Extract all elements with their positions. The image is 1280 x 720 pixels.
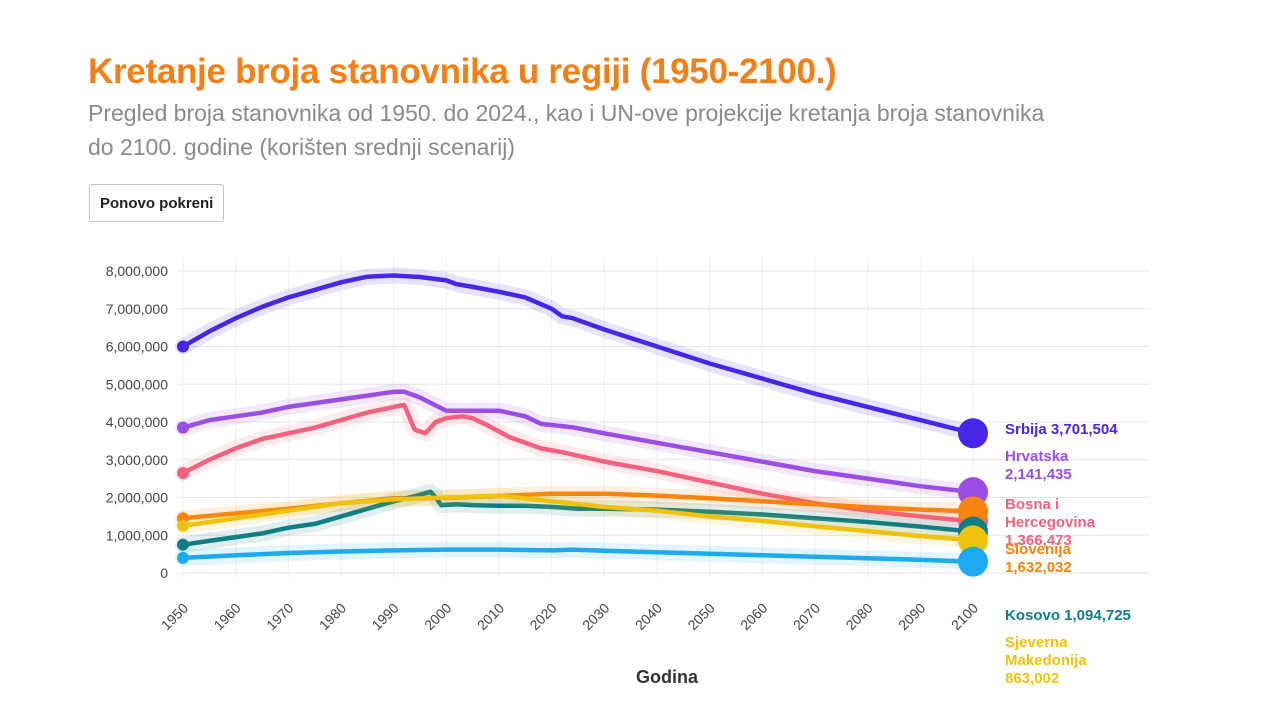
x-tick-label: 1970	[263, 600, 296, 633]
series-line	[180, 489, 976, 547]
series-label-line: 2,141,435	[1005, 466, 1072, 483]
x-tick-label: 2050	[684, 600, 717, 633]
x-axis-ticks: 1950 1960 1970 1980 1990 2000 2010 2020 2030 2040…	[158, 600, 981, 633]
x-tick-label: 2010	[474, 600, 507, 633]
x-axis-title: Godina	[636, 667, 699, 687]
series-label-line: Hercegovina	[1005, 514, 1096, 531]
series-lines	[175, 267, 981, 570]
y-tick-label: 6,000,000	[106, 339, 168, 355]
series-label-line: 1,366,473	[1005, 532, 1072, 549]
x-tick-label: 1960	[210, 600, 243, 633]
y-tick-label: 0	[160, 565, 168, 581]
series-label-line: 863,002	[1005, 670, 1059, 687]
series-end-labels: Srbija 3,701,504 Hrvatska 2,141,435 Bosna i…	[1005, 421, 1131, 687]
series-label-line: Srbija 3,701,504	[1005, 421, 1118, 438]
x-tick-label: 2070	[790, 600, 823, 633]
series-label-line: Bosna i	[1005, 496, 1059, 513]
series-start-point	[177, 538, 189, 551]
y-tick-label: 8,000,000	[106, 263, 168, 279]
chart-title: Kretanje broja stanovnika u regiji (1950…	[88, 52, 837, 91]
y-tick-label: 7,000,000	[106, 301, 168, 317]
x-tick-label: 2040	[632, 600, 665, 633]
series-label-line: Kosovo 1,094,725	[1005, 607, 1131, 624]
x-tick-label: 2030	[579, 600, 612, 633]
x-tick-label: 1990	[368, 600, 401, 633]
series-end-point[interactable]	[958, 546, 988, 577]
series-label-line: Makedonija	[1005, 652, 1087, 669]
series-start-point	[177, 519, 189, 532]
series-line	[180, 273, 976, 436]
x-tick-label: 2100	[948, 600, 981, 633]
series-end-label: Kosovo 1,094,725	[1005, 607, 1131, 624]
series-label-line: 1,632,032	[1005, 559, 1072, 576]
series-end-label: Sjeverna Makedonija 863,002	[1005, 634, 1087, 687]
x-tick-label: 1980	[316, 600, 349, 633]
y-tick-label: 4,000,000	[106, 414, 168, 430]
y-tick-label: 3,000,000	[106, 452, 168, 468]
chart-subtitle: Pregled broja stanovnika od 1950. do 202…	[88, 100, 1045, 160]
series-end-label: Bosna i Hercegovina 1,366,473	[1005, 496, 1096, 549]
series-end-point[interactable]	[958, 418, 988, 449]
series-label-line: Sjeverna	[1005, 634, 1068, 651]
series-line	[180, 402, 976, 524]
series-end-point[interactable]	[958, 525, 988, 556]
series-line	[180, 493, 976, 543]
x-tick-label: 2080	[842, 600, 875, 633]
series-start-point	[177, 551, 189, 564]
series-start-point	[177, 340, 189, 353]
series-line	[180, 547, 976, 564]
series-label-line: Hrvatska	[1005, 448, 1069, 465]
series-start-point	[177, 421, 189, 434]
y-tick-label: 5,000,000	[106, 376, 168, 392]
series-markers	[177, 340, 988, 577]
y-tick-label: 1,000,000	[106, 527, 168, 543]
series-label-line: Slovenija	[1005, 541, 1072, 558]
replay-button[interactable]: Ponovo pokreni	[89, 184, 225, 222]
y-tick-label: 2,000,000	[106, 490, 168, 506]
x-tick-label: 1950	[158, 600, 191, 633]
x-tick-label: 2000	[421, 600, 454, 633]
x-tick-label: 2090	[895, 600, 928, 633]
y-axis-ticks: 0 1,000,000 2,000,000 3,000,000 4,000,000 5,0…	[106, 263, 169, 581]
series-line	[180, 389, 976, 495]
series-end-label: Hrvatska 2,141,435	[1005, 448, 1072, 483]
x-tick-label: 2020	[526, 600, 559, 633]
series-end-label: Slovenija 1,632,032	[1005, 541, 1072, 576]
series-start-point	[177, 466, 189, 479]
x-tick-label: 2060	[737, 600, 770, 633]
series-end-label: Srbija 3,701,504	[1005, 421, 1118, 438]
